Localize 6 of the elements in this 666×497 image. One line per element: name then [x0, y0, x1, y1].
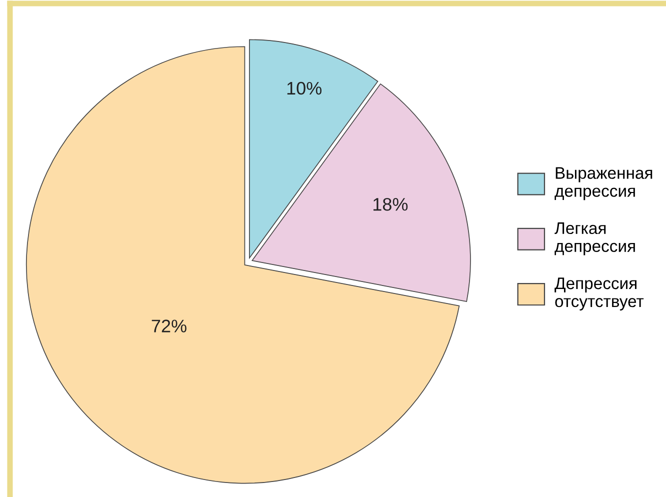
- data-label: 18%: [374, 198, 408, 211]
- legend-label: Депрессия отсутствует: [554, 278, 644, 310]
- data-label: 72%: [152, 320, 186, 332]
- legend-label: Легкая депрессия: [554, 222, 635, 256]
- legend-label: Выраженная депрессия: [554, 167, 652, 200]
- data-label: 10%: [287, 82, 322, 95]
